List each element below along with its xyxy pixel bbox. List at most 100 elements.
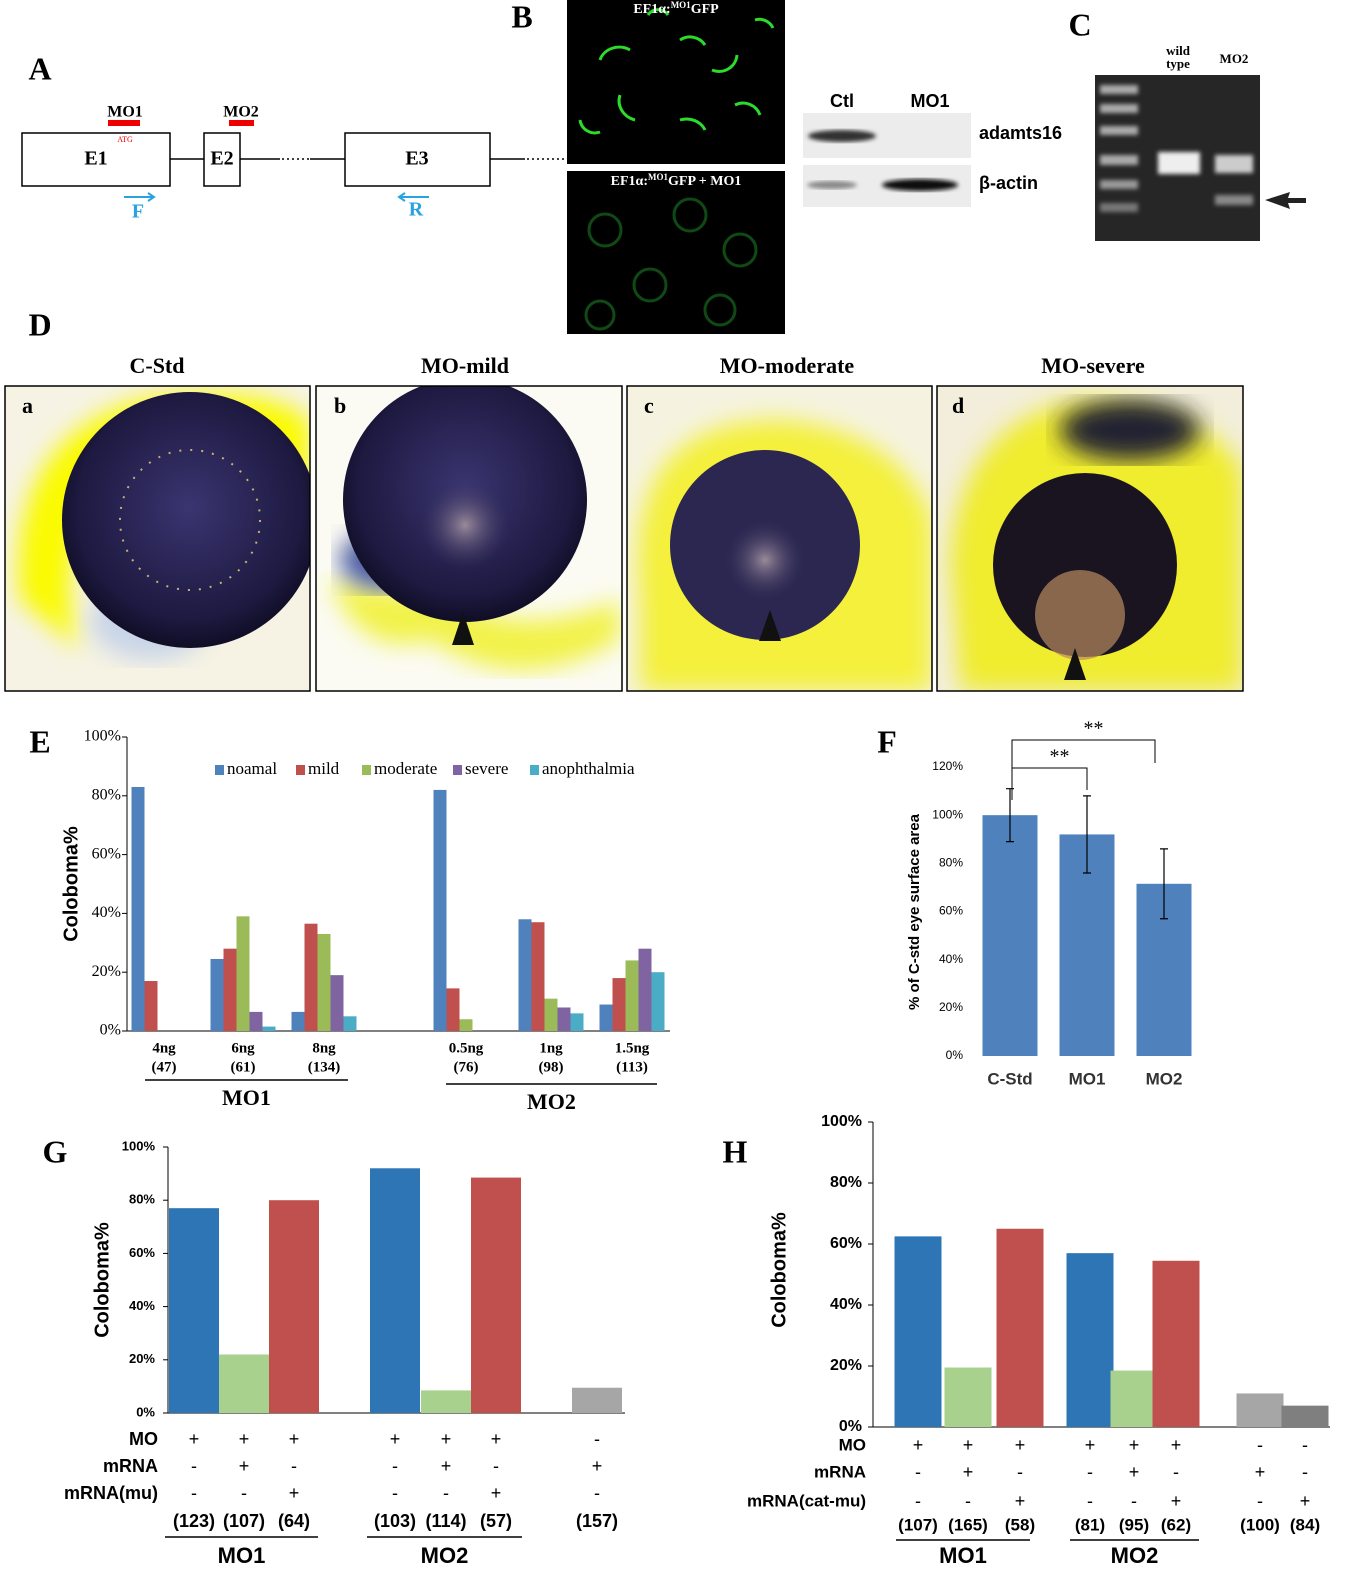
bar xyxy=(210,958,224,1031)
legend-label: anophthalmia xyxy=(542,759,635,778)
condition-mark: - xyxy=(191,1483,197,1503)
mo1-label: MO1 xyxy=(107,104,143,121)
condition-mark: - xyxy=(965,1491,971,1511)
y-tick-label: 60% xyxy=(939,904,963,918)
y-tick-label: 80% xyxy=(92,786,121,803)
mo2-site xyxy=(229,120,254,126)
image-title: MO-severe xyxy=(1041,353,1145,378)
arrow xyxy=(1265,192,1306,209)
condition-mark: + xyxy=(1255,1462,1266,1482)
primer-arrows xyxy=(124,192,429,202)
y-tick-label: 100% xyxy=(821,1113,862,1130)
gfp-mo-image xyxy=(567,171,785,334)
panel-letter: D xyxy=(28,306,51,342)
condition-mark: + xyxy=(963,1462,974,1482)
gfp-mo-cells xyxy=(584,197,758,331)
condition-mark: + xyxy=(239,1429,250,1449)
sample-size: (157) xyxy=(576,1511,618,1531)
bar xyxy=(330,975,344,1031)
legend-label: severe xyxy=(465,759,508,778)
y-tick-label: 20% xyxy=(830,1357,862,1374)
sample-size: (165) xyxy=(948,1515,988,1534)
bar xyxy=(291,1011,305,1031)
condition-label: mRNA xyxy=(814,1462,866,1481)
y-axis-label: Coloboma% xyxy=(768,1212,790,1328)
bar xyxy=(421,1390,471,1413)
bar xyxy=(625,960,639,1031)
bar xyxy=(570,1013,584,1031)
panel-letter: A xyxy=(28,50,51,86)
condition-mark: - xyxy=(594,1429,600,1449)
bar xyxy=(531,922,545,1031)
sample-size: (57) xyxy=(480,1511,512,1531)
eye-images xyxy=(4,385,1244,692)
condition-mark: + xyxy=(189,1429,200,1449)
condition-mark: + xyxy=(1171,1435,1182,1455)
lane-label: wild xyxy=(1166,43,1191,58)
bar xyxy=(1281,1405,1329,1427)
protein-label: adamts16 xyxy=(979,123,1062,143)
bar xyxy=(651,972,665,1031)
blot-band xyxy=(882,179,958,191)
condition-mark: + xyxy=(963,1435,974,1455)
bar xyxy=(1152,1260,1200,1427)
gfp-image xyxy=(567,0,785,164)
condition-mark: - xyxy=(915,1491,921,1511)
condition-mark: + xyxy=(913,1435,924,1455)
bar xyxy=(1110,1370,1158,1427)
condition-mark: - xyxy=(493,1456,499,1476)
condition-mark: - xyxy=(1087,1462,1093,1482)
condition-mark: - xyxy=(1173,1462,1179,1482)
legend-label: moderate xyxy=(374,759,437,778)
bar xyxy=(219,1354,269,1413)
lane-label: Ctl xyxy=(830,91,854,111)
bar xyxy=(169,1208,219,1413)
bar xyxy=(1236,1393,1284,1427)
x-tick-label: MO1 xyxy=(1069,1069,1106,1088)
image-title: MO-mild xyxy=(421,353,509,378)
y-tick-label: 80% xyxy=(129,1192,155,1207)
condition-mark: + xyxy=(1085,1435,1096,1455)
mo1-site xyxy=(108,120,140,126)
bar xyxy=(446,988,460,1031)
x-tick-label: 8ng xyxy=(312,1040,336,1056)
group-label: MO1 xyxy=(939,1543,987,1568)
x-tick-label: 1.5ng xyxy=(615,1040,650,1056)
y-tick-label: 120% xyxy=(932,759,963,773)
significance-label: ** xyxy=(1050,746,1070,768)
y-tick-label: 20% xyxy=(129,1351,155,1366)
sample-size: (95) xyxy=(1119,1515,1149,1534)
condition-label: MO xyxy=(129,1429,158,1449)
image-caption: EF1α:MO1GFP xyxy=(633,0,719,17)
group-label: MO1 xyxy=(222,1085,271,1110)
sample-size: (103) xyxy=(374,1511,416,1531)
condition-mark: + xyxy=(491,1429,502,1449)
bar xyxy=(518,919,532,1031)
lane-label: type xyxy=(1166,56,1190,71)
condition-mark: + xyxy=(239,1456,250,1476)
condition-mark: - xyxy=(291,1456,297,1476)
mo2-label: MO2 xyxy=(223,104,259,121)
exon-label: E3 xyxy=(405,148,428,170)
gfp-cells xyxy=(578,8,775,135)
bar xyxy=(269,1200,319,1413)
bar xyxy=(471,1177,521,1413)
x-tick-label: C-Std xyxy=(987,1069,1032,1088)
condition-mark: + xyxy=(491,1483,502,1503)
sample-size: (98) xyxy=(539,1059,564,1075)
image-letter: d xyxy=(952,393,964,418)
condition-mark: + xyxy=(1015,1491,1026,1511)
bar xyxy=(304,923,318,1031)
bar xyxy=(236,916,250,1031)
condition-label: mRNA(cat-mu) xyxy=(747,1491,866,1510)
primer-label: R xyxy=(409,199,424,221)
sample-size: (81) xyxy=(1075,1515,1105,1534)
image-caption: EF1α:MO1GFP + MO1 xyxy=(611,172,742,189)
bar xyxy=(638,948,652,1031)
image-letter: c xyxy=(644,393,654,418)
blot-band xyxy=(808,130,876,142)
legend-swatch xyxy=(530,765,539,775)
condition-mark: + xyxy=(441,1429,452,1449)
condition-mark: - xyxy=(1087,1491,1093,1511)
gel-bands xyxy=(1100,85,1253,212)
